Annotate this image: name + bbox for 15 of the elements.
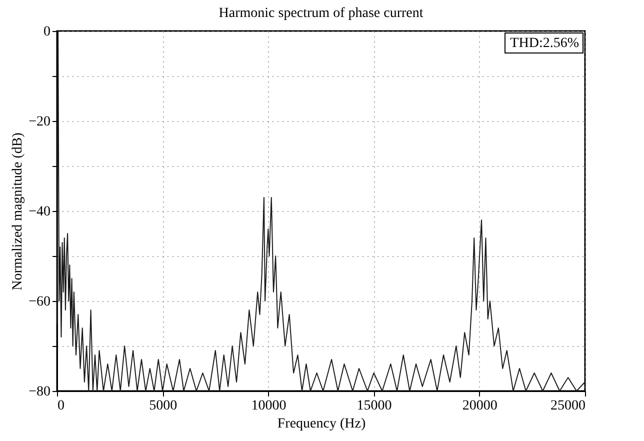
y-tick-label: 0	[44, 24, 50, 40]
chart-title: Harmonic spectrum of phase current	[218, 6, 424, 21]
y-tick-label: −80	[28, 384, 50, 400]
x-tick-label: 5000	[149, 398, 178, 414]
x-tick-label: 0	[58, 398, 64, 414]
x-tick-label: 20000	[462, 398, 498, 414]
annotation: THD:2.56%	[510, 36, 580, 51]
y-tick-label: −60	[28, 294, 50, 310]
x-tick-label: 15000	[356, 398, 392, 414]
x-axis-title: Frequency (Hz)	[277, 416, 366, 432]
y-tick-label: −40	[28, 204, 50, 220]
x-tick-label: 10000	[251, 398, 286, 414]
y-axis-title: Normalized magnitude (dB)	[10, 132, 26, 290]
x-tick-label: 25000	[550, 398, 586, 414]
y-tick-label: −20	[28, 114, 50, 130]
